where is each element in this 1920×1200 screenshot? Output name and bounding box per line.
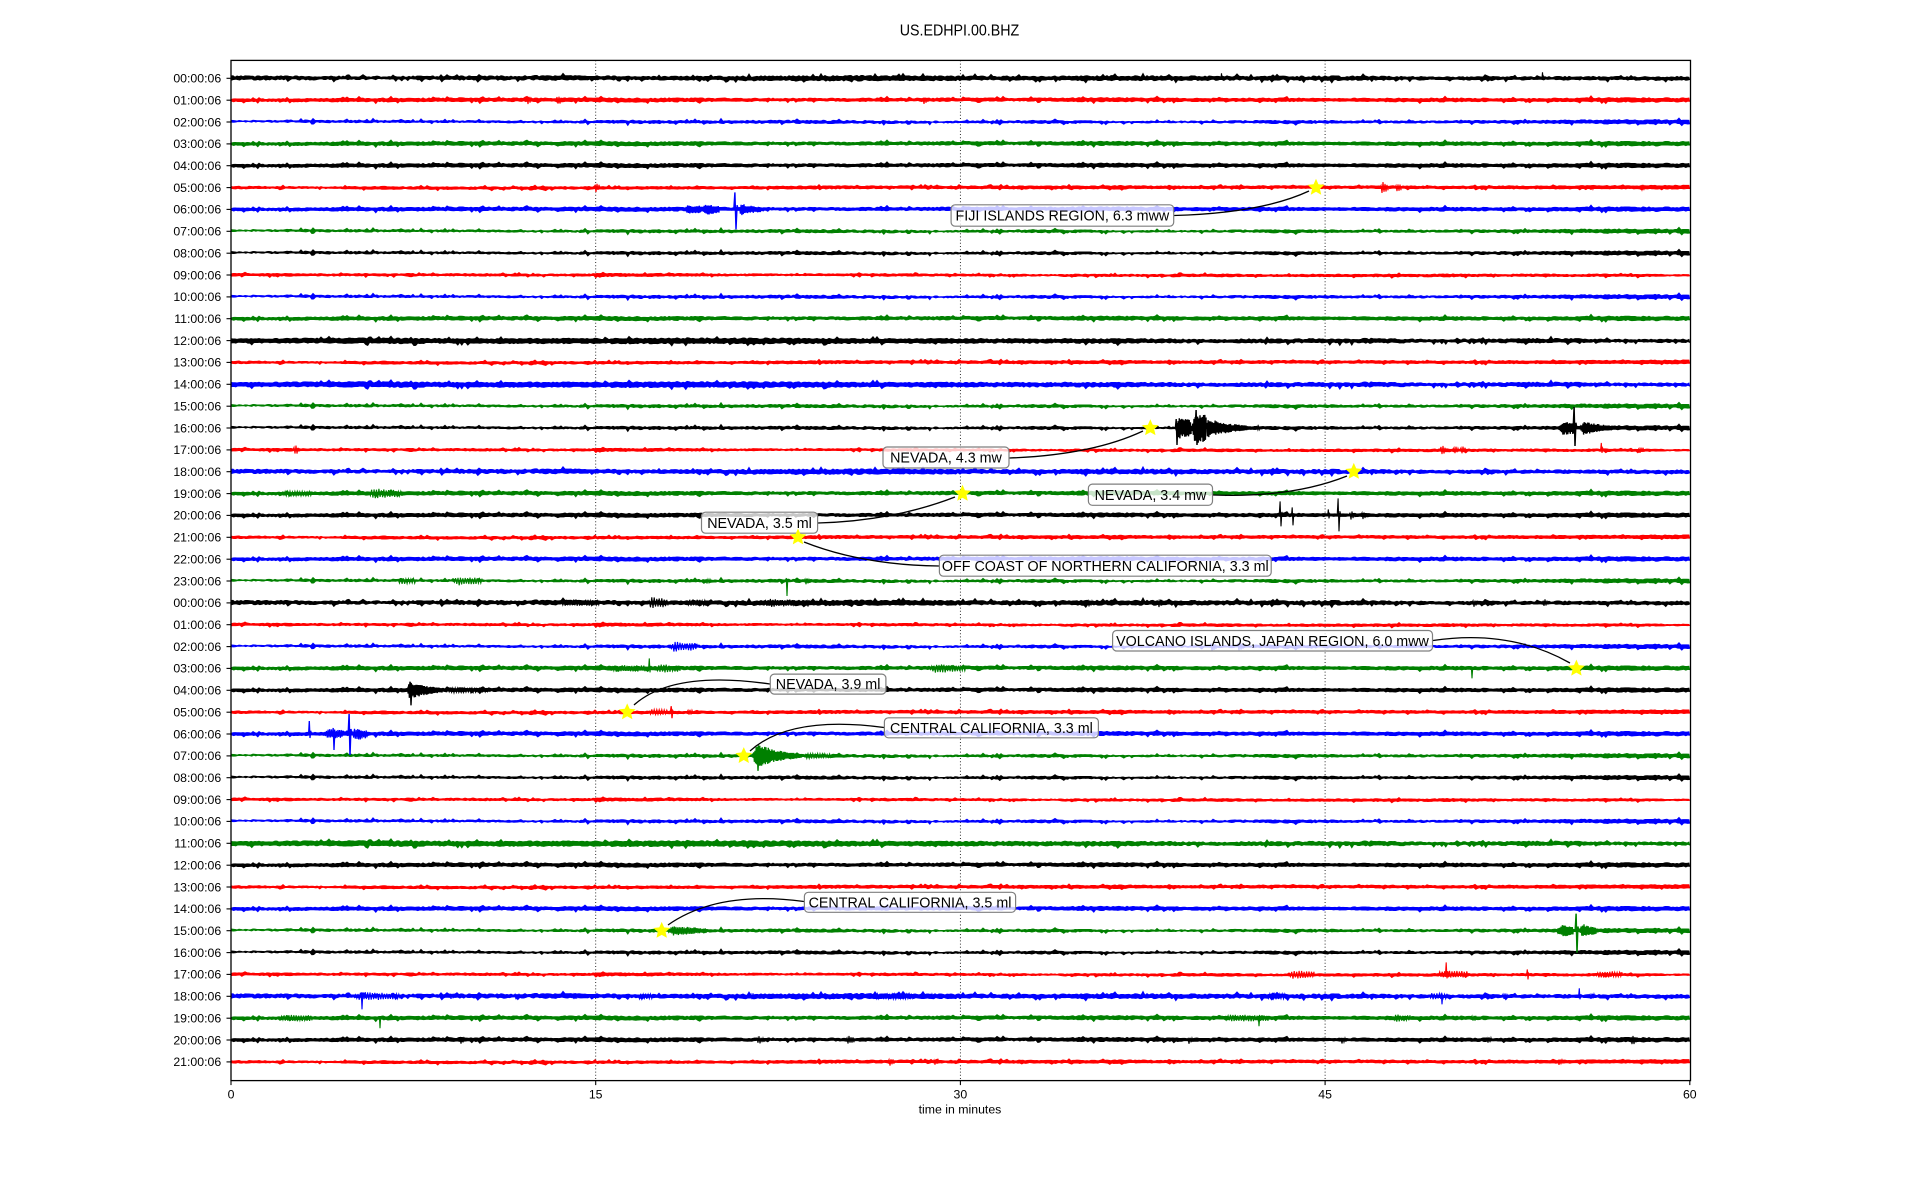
svg-text:0: 0 bbox=[228, 1088, 235, 1102]
svg-text:06:00:06: 06:00:06 bbox=[173, 203, 221, 217]
svg-text:18:00:06: 18:00:06 bbox=[173, 990, 221, 1004]
svg-text:04:00:06: 04:00:06 bbox=[173, 684, 221, 698]
svg-text:17:00:06: 17:00:06 bbox=[173, 443, 221, 457]
svg-text:21:00:06: 21:00:06 bbox=[173, 531, 221, 545]
svg-text:02:00:06: 02:00:06 bbox=[173, 640, 221, 654]
svg-text:22:00:06: 22:00:06 bbox=[173, 553, 221, 567]
svg-text:11:00:06: 11:00:06 bbox=[174, 837, 221, 851]
svg-text:21:00:06: 21:00:06 bbox=[173, 1055, 221, 1069]
svg-text:time in minutes: time in minutes bbox=[919, 1102, 1002, 1116]
svg-text:05:00:06: 05:00:06 bbox=[173, 706, 221, 720]
svg-text:17:00:06: 17:00:06 bbox=[173, 968, 221, 982]
svg-text:15: 15 bbox=[589, 1088, 603, 1102]
svg-text:US.EDHPI.00.BHZ: US.EDHPI.00.BHZ bbox=[900, 23, 1020, 40]
svg-text:01:00:06: 01:00:06 bbox=[173, 618, 221, 632]
svg-text:VOLCANO ISLANDS, JAPAN REGION,: VOLCANO ISLANDS, JAPAN REGION, 6.0 mww bbox=[1116, 634, 1429, 650]
svg-text:12:00:06: 12:00:06 bbox=[173, 859, 221, 873]
svg-text:45: 45 bbox=[1318, 1088, 1332, 1102]
svg-text:08:00:06: 08:00:06 bbox=[173, 771, 221, 785]
svg-text:05:00:06: 05:00:06 bbox=[173, 181, 221, 195]
svg-text:14:00:06: 14:00:06 bbox=[173, 378, 221, 392]
svg-text:08:00:06: 08:00:06 bbox=[173, 247, 221, 261]
svg-text:02:00:06: 02:00:06 bbox=[173, 115, 221, 129]
svg-text:06:00:06: 06:00:06 bbox=[173, 727, 221, 741]
svg-text:12:00:06: 12:00:06 bbox=[173, 334, 221, 348]
svg-text:07:00:06: 07:00:06 bbox=[173, 749, 221, 763]
svg-text:FIJI ISLANDS REGION, 6.3 mww: FIJI ISLANDS REGION, 6.3 mww bbox=[956, 209, 1170, 225]
svg-text:03:00:06: 03:00:06 bbox=[173, 137, 221, 151]
svg-text:19:00:06: 19:00:06 bbox=[173, 1012, 221, 1026]
svg-text:30: 30 bbox=[954, 1088, 968, 1102]
svg-text:NEVADA, 3.9 ml: NEVADA, 3.9 ml bbox=[776, 677, 881, 693]
svg-text:00:00:06: 00:00:06 bbox=[173, 72, 221, 86]
svg-text:19:00:06: 19:00:06 bbox=[173, 487, 221, 501]
svg-text:NEVADA, 4.3 mw: NEVADA, 4.3 mw bbox=[890, 451, 1002, 467]
svg-text:11:00:06: 11:00:06 bbox=[174, 312, 221, 326]
svg-text:04:00:06: 04:00:06 bbox=[173, 159, 221, 173]
svg-text:10:00:06: 10:00:06 bbox=[173, 815, 221, 829]
svg-text:CENTRAL CALIFORNIA, 3.3 ml: CENTRAL CALIFORNIA, 3.3 ml bbox=[890, 721, 1093, 737]
svg-text:23:00:06: 23:00:06 bbox=[173, 574, 221, 588]
svg-text:CENTRAL CALIFORNIA, 3.5 ml: CENTRAL CALIFORNIA, 3.5 ml bbox=[809, 895, 1012, 911]
svg-text:10:00:06: 10:00:06 bbox=[173, 290, 221, 304]
svg-text:00:00:06: 00:00:06 bbox=[173, 596, 221, 610]
svg-text:NEVADA, 3.4 mw: NEVADA, 3.4 mw bbox=[1095, 488, 1207, 504]
svg-text:OFF COAST OF NORTHERN CALIFORN: OFF COAST OF NORTHERN CALIFORNIA, 3.3 ml bbox=[942, 559, 1269, 575]
svg-text:01:00:06: 01:00:06 bbox=[173, 94, 221, 108]
svg-text:15:00:06: 15:00:06 bbox=[173, 924, 221, 938]
svg-text:60: 60 bbox=[1683, 1088, 1697, 1102]
svg-text:07:00:06: 07:00:06 bbox=[173, 225, 221, 239]
svg-text:16:00:06: 16:00:06 bbox=[173, 946, 221, 960]
svg-text:20:00:06: 20:00:06 bbox=[173, 509, 221, 523]
svg-text:13:00:06: 13:00:06 bbox=[173, 356, 221, 370]
svg-text:16:00:06: 16:00:06 bbox=[173, 421, 221, 435]
svg-text:09:00:06: 09:00:06 bbox=[173, 268, 221, 282]
svg-text:NEVADA, 3.5 ml: NEVADA, 3.5 ml bbox=[707, 516, 812, 532]
svg-text:15:00:06: 15:00:06 bbox=[173, 400, 221, 414]
svg-text:18:00:06: 18:00:06 bbox=[173, 465, 221, 479]
svg-text:03:00:06: 03:00:06 bbox=[173, 662, 221, 676]
svg-text:13:00:06: 13:00:06 bbox=[173, 880, 221, 894]
svg-text:09:00:06: 09:00:06 bbox=[173, 793, 221, 807]
svg-text:14:00:06: 14:00:06 bbox=[173, 902, 221, 916]
svg-text:20:00:06: 20:00:06 bbox=[173, 1033, 221, 1047]
